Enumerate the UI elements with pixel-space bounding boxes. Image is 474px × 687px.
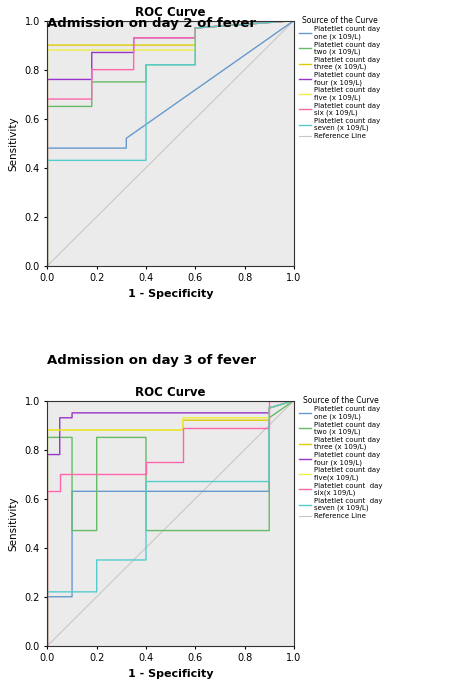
X-axis label: 1 - Specificity: 1 - Specificity — [128, 669, 213, 679]
Y-axis label: Sensitivity: Sensitivity — [9, 496, 19, 550]
Title: ROC Curve: ROC Curve — [136, 387, 206, 399]
Legend: Platetlet count day
one (x 109/L), Platetlet count day
two (x 109/L), Platetlet : Platetlet count day one (x 109/L), Plate… — [299, 16, 380, 139]
X-axis label: 1 - Specificity: 1 - Specificity — [128, 289, 213, 299]
Y-axis label: Sensitivity: Sensitivity — [9, 116, 19, 170]
Text: Admission on day 3 of fever: Admission on day 3 of fever — [47, 354, 256, 367]
Title: ROC Curve: ROC Curve — [136, 6, 206, 19]
Text: Admission on day 2 of fever: Admission on day 2 of fever — [47, 17, 256, 30]
Legend: Platetlet count day
one (x 109/L), Platetlet count day
two (x 109/L), Platetlet : Platetlet count day one (x 109/L), Plate… — [299, 396, 383, 519]
